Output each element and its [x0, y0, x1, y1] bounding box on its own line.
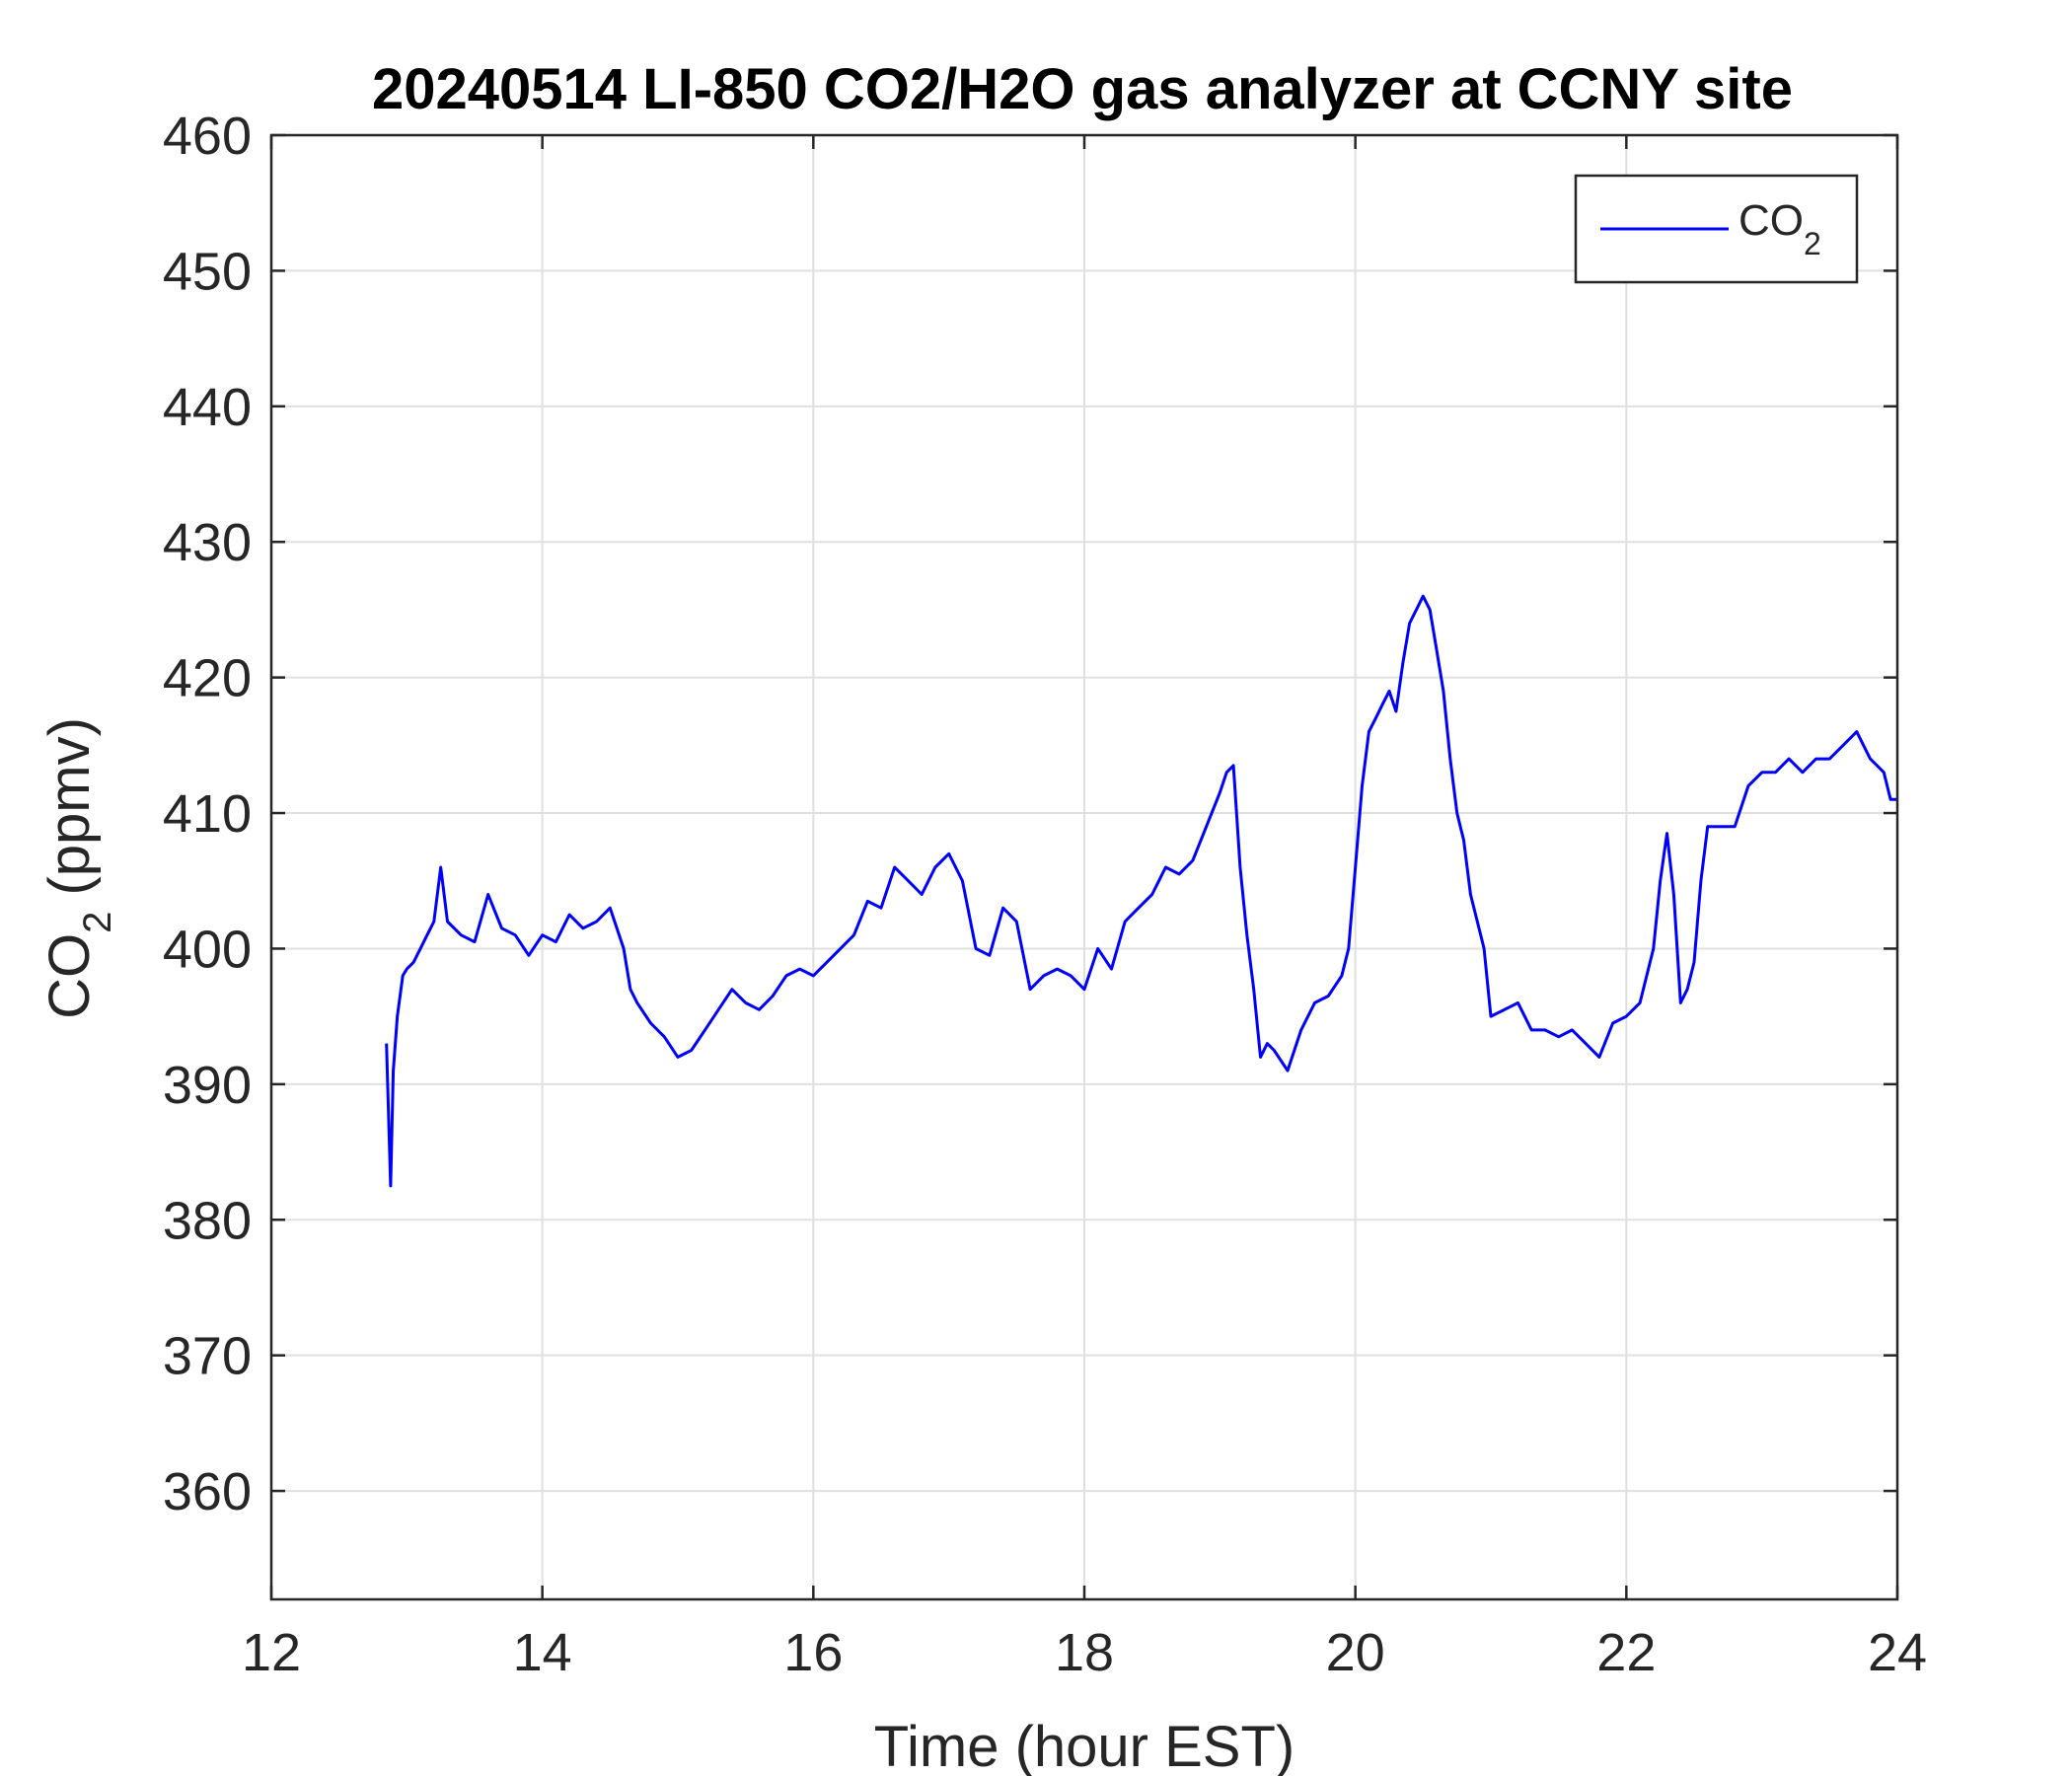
y-axis-label: CO2 (ppmv)	[37, 717, 119, 1019]
x-tick-label: 16	[783, 1623, 843, 1682]
axes-box	[269, 133, 1899, 1601]
co2-series-line	[385, 594, 1897, 1188]
legend: CO2	[1574, 174, 1859, 284]
y-axis-label-sub: 2	[76, 912, 119, 933]
y-tick-label: 450	[163, 242, 252, 301]
x-tick-label: 12	[242, 1623, 301, 1682]
y-tick-label: 400	[163, 920, 252, 979]
x-tick-label: 20	[1326, 1623, 1385, 1682]
legend-label-sub: 2	[1804, 226, 1821, 261]
plot-area: 360 370 380 390 400 410 420 430 440 450 460 12 14 16…	[163, 107, 1927, 1682]
x-tick-label: 24	[1868, 1623, 1927, 1682]
y-tick-label: 380	[163, 1191, 252, 1250]
y-tick-label: 390	[163, 1056, 252, 1115]
x-axis-label: Time (hour EST)	[874, 1715, 1295, 1776]
y-tick-label: 410	[163, 784, 252, 844]
y-axis-label-main: CO	[37, 933, 102, 1019]
y-tick-label: 460	[163, 107, 252, 166]
x-tick-labels: 12 14 16 18 20 22 24	[242, 1623, 1927, 1682]
y-tick-label: 430	[163, 513, 252, 572]
x-tick-label: 18	[1055, 1623, 1114, 1682]
y-tick-labels: 360 370 380 390 400 410 420 430 440 450 460	[163, 107, 252, 1521]
y-tick-label: 420	[163, 649, 252, 708]
y-tick-label: 370	[163, 1327, 252, 1386]
chart-title: 20240514 LI-850 CO2/H2O gas analyzer at …	[372, 57, 1793, 121]
y-axis-label-unit: (ppmv)	[37, 717, 102, 912]
x-tick-label: 22	[1596, 1623, 1656, 1682]
x-tick-label: 14	[513, 1623, 572, 1682]
legend-label-main: CO	[1739, 196, 1804, 245]
y-tick-label: 360	[163, 1462, 252, 1521]
y-tick-label: 440	[163, 378, 252, 437]
legend-label: CO2	[1739, 196, 1821, 261]
